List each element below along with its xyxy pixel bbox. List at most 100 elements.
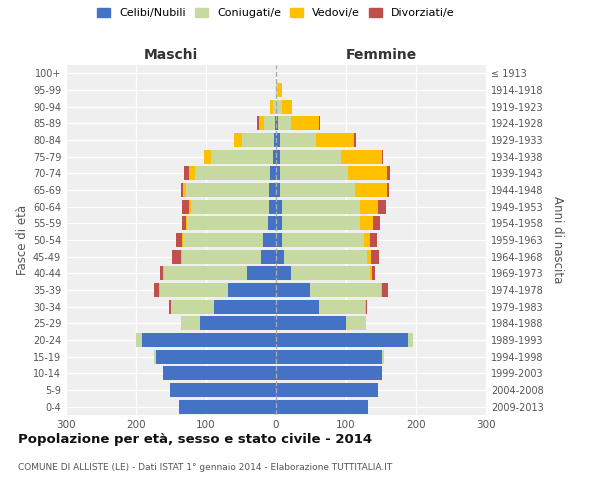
- Bar: [281, 200, 360, 214]
- Bar: [191, 200, 269, 214]
- Bar: [276, 183, 280, 197]
- Bar: [259, 116, 264, 130]
- Bar: [276, 333, 407, 347]
- Bar: [271, 100, 272, 114]
- Bar: [360, 216, 373, 230]
- Text: Popolazione per età, sesso e stato civile - 2014: Popolazione per età, sesso e stato civil…: [18, 432, 372, 446]
- Bar: [272, 150, 276, 164]
- Bar: [183, 233, 263, 247]
- Bar: [163, 266, 164, 280]
- Bar: [370, 266, 372, 280]
- Bar: [276, 283, 310, 297]
- Bar: [360, 200, 377, 214]
- Bar: [276, 366, 382, 380]
- Bar: [204, 150, 211, 164]
- Y-axis label: Fasce di età: Fasce di età: [16, 205, 29, 275]
- Bar: [189, 166, 195, 180]
- Bar: [186, 216, 187, 230]
- Bar: [276, 116, 278, 130]
- Bar: [276, 150, 280, 164]
- Bar: [382, 283, 388, 297]
- Bar: [276, 400, 368, 414]
- Bar: [280, 133, 316, 147]
- Bar: [271, 166, 276, 180]
- Bar: [373, 216, 380, 230]
- Bar: [200, 316, 276, 330]
- Bar: [284, 250, 367, 264]
- Bar: [268, 216, 276, 230]
- Bar: [276, 200, 281, 214]
- Bar: [142, 333, 276, 347]
- Bar: [155, 350, 276, 364]
- Bar: [276, 350, 382, 364]
- Bar: [211, 150, 272, 164]
- Bar: [364, 233, 370, 247]
- Text: COMUNE DI ALLISTE (LE) - Dati ISTAT 1° gennaio 2014 - Elaborazione TUTTITALIA.IT: COMUNE DI ALLISTE (LE) - Dati ISTAT 1° g…: [18, 462, 392, 471]
- Bar: [365, 300, 367, 314]
- Bar: [377, 200, 386, 214]
- Bar: [292, 266, 370, 280]
- Bar: [275, 116, 276, 130]
- Bar: [276, 216, 281, 230]
- Legend: Celibi/Nubili, Coniugati/e, Vedovi/e, Divorziati/e: Celibi/Nubili, Coniugati/e, Vedovi/e, Di…: [95, 6, 457, 20]
- Bar: [188, 200, 191, 214]
- Bar: [278, 83, 281, 97]
- Bar: [229, 283, 276, 297]
- Bar: [370, 233, 377, 247]
- Bar: [136, 333, 142, 347]
- Bar: [280, 150, 341, 164]
- Bar: [290, 116, 319, 130]
- Bar: [276, 316, 346, 330]
- Bar: [272, 100, 276, 114]
- Bar: [382, 150, 383, 164]
- Bar: [280, 166, 348, 180]
- Bar: [184, 166, 189, 180]
- Bar: [276, 166, 280, 180]
- Bar: [172, 250, 181, 264]
- Bar: [274, 133, 276, 147]
- Bar: [386, 166, 390, 180]
- Bar: [371, 250, 379, 264]
- Bar: [348, 166, 386, 180]
- Bar: [319, 116, 320, 130]
- Bar: [214, 300, 276, 314]
- Bar: [346, 316, 365, 330]
- Bar: [257, 116, 259, 130]
- Bar: [181, 250, 182, 264]
- Bar: [182, 216, 186, 230]
- Bar: [163, 366, 276, 380]
- Bar: [281, 233, 364, 247]
- Text: Maschi: Maschi: [144, 48, 198, 62]
- Bar: [341, 150, 382, 164]
- Bar: [355, 133, 356, 147]
- Bar: [310, 283, 381, 297]
- Bar: [276, 83, 278, 97]
- Bar: [181, 183, 183, 197]
- Bar: [381, 283, 382, 297]
- Bar: [276, 133, 280, 147]
- Bar: [160, 283, 229, 297]
- Bar: [176, 233, 182, 247]
- Bar: [355, 183, 386, 197]
- Bar: [319, 300, 365, 314]
- Bar: [234, 133, 242, 147]
- Bar: [160, 266, 163, 280]
- Bar: [276, 300, 319, 314]
- Bar: [281, 216, 360, 230]
- Bar: [182, 200, 188, 214]
- Text: Femmine: Femmine: [346, 48, 416, 62]
- Bar: [169, 300, 171, 314]
- Bar: [154, 283, 159, 297]
- Bar: [164, 266, 247, 280]
- Bar: [407, 333, 413, 347]
- Bar: [316, 133, 355, 147]
- Bar: [276, 250, 284, 264]
- Bar: [171, 300, 214, 314]
- Bar: [276, 383, 377, 397]
- Bar: [182, 233, 183, 247]
- Bar: [154, 350, 155, 364]
- Bar: [187, 216, 268, 230]
- Bar: [187, 183, 269, 197]
- Bar: [280, 183, 355, 197]
- Bar: [264, 116, 275, 130]
